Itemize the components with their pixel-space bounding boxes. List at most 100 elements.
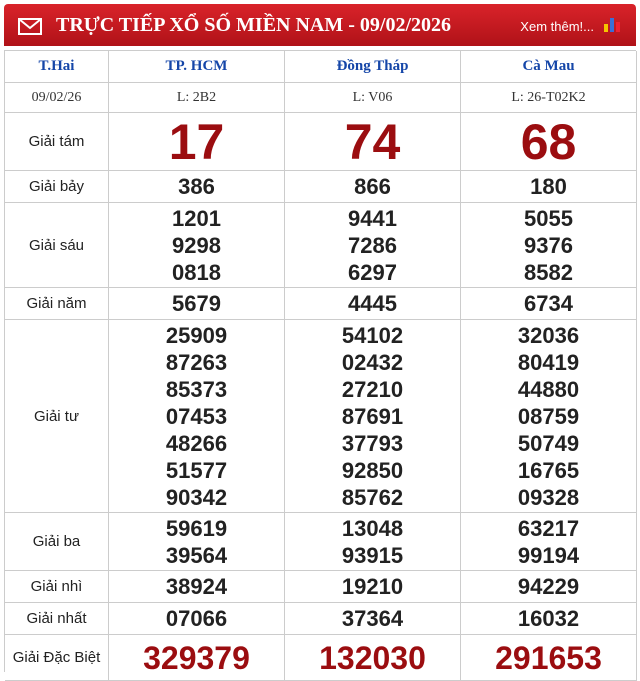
result-number: 180	[530, 174, 567, 199]
prize-name: Giải bảy	[28, 178, 85, 195]
title: TRỰC TIẾP XỔ SỐ MIỀN NAM - 09/02/2026	[56, 14, 452, 36]
result-number: 6297	[348, 259, 397, 285]
prize-name-cell: Giải sáu	[5, 203, 109, 288]
result-number: 32036	[517, 322, 580, 348]
draw-info: L: V06	[352, 89, 393, 105]
result-cell: 9441 7286 6297	[285, 203, 461, 288]
result-cell: 5055 9376 8582	[461, 203, 637, 288]
prize-name-cell: Giải nhì	[5, 571, 109, 603]
mail-icon	[18, 18, 42, 35]
result-number: 37364	[341, 606, 404, 631]
result-number: 27210	[341, 376, 404, 402]
result-number: 6734	[524, 291, 573, 316]
result-number: 9441	[348, 205, 397, 231]
prize-name-cell: Giải nhất	[5, 603, 109, 635]
column-title: Cà Mau	[522, 58, 575, 74]
result-number: 63217	[517, 515, 580, 541]
date-cell: 09/02/26	[5, 83, 109, 113]
date-cell: L: V06	[285, 83, 461, 113]
prize-name: Giải ba	[32, 533, 81, 550]
prize-name: Giải tư	[33, 407, 80, 425]
result-number: 02432	[341, 349, 404, 375]
prize-name: Giải tám	[28, 133, 85, 150]
prize-name: Giải Đặc Biệt	[12, 649, 101, 666]
prize-name: Giải nhì	[30, 578, 83, 595]
prize-name: Giải năm	[26, 295, 87, 312]
result-number: 1201	[172, 205, 221, 231]
result-number: 92850	[341, 457, 404, 483]
results-table: T.Hai TP. HCM Đồng Tháp Cà Mau 09/02/26 L: 2B…	[4, 50, 637, 681]
result-cell: 866	[285, 171, 461, 203]
result-number: 87263	[165, 349, 228, 375]
result-cell: 19210	[285, 571, 461, 603]
date-cell: L: 2B2	[109, 83, 285, 113]
result-cell: 1201 9298 0818	[109, 203, 285, 288]
result-cell: 386	[109, 171, 285, 203]
result-number: 07066	[165, 606, 228, 631]
result-number: 80419	[517, 349, 580, 375]
prize-name: Giải sáu	[28, 236, 85, 254]
result-number: 8582	[524, 259, 573, 285]
more-link[interactable]: Xem thêm!...	[520, 19, 594, 34]
result-number: 329379	[143, 639, 250, 676]
chart-icon	[604, 18, 620, 32]
result-number: 07453	[165, 403, 228, 429]
prize-name-cell: Giải năm	[5, 288, 109, 320]
column-header: Đồng Tháp	[285, 51, 461, 83]
result-number: 90342	[165, 484, 228, 510]
result-number: 09328	[517, 484, 580, 510]
result-cell: 94229	[461, 571, 637, 603]
prize-name-cell: Giải tư	[5, 320, 109, 513]
result-cell: 329379	[109, 635, 285, 681]
result-number: 19210	[341, 574, 404, 599]
prize-name-cell: Giải tám	[5, 113, 109, 171]
result-number: 9298	[172, 232, 221, 258]
prize-name-cell: Giải ba	[5, 513, 109, 571]
result-cell: 17	[109, 113, 285, 171]
result-cell: 68	[461, 113, 637, 171]
result-number: 37793	[341, 430, 404, 456]
draw-info: L: 26-T02K2	[511, 89, 586, 105]
result-number: 17	[168, 113, 225, 170]
result-cell: 5679	[109, 288, 285, 320]
result-cell: 6734	[461, 288, 637, 320]
result-number: 132030	[319, 639, 426, 676]
result-cell: 59619 39564	[109, 513, 285, 571]
result-cell: 07066	[109, 603, 285, 635]
result-cell: 32036 80419 44880 08759 50749 16765 09328	[461, 320, 637, 513]
result-cell: 25909 87263 85373 07453 48266 51577 90342	[109, 320, 285, 513]
result-number: 9376	[524, 232, 573, 258]
result-number: 16765	[517, 457, 580, 483]
result-number: 7286	[348, 232, 397, 258]
column-header: TP. HCM	[109, 51, 285, 83]
result-number: 85373	[165, 376, 228, 402]
result-number: 4445	[348, 291, 397, 316]
result-cell: 16032	[461, 603, 637, 635]
result-number: 291653	[495, 639, 602, 676]
result-number: 386	[178, 174, 215, 199]
result-number: 50749	[517, 430, 580, 456]
prize-name: Giải nhất	[26, 610, 87, 627]
column-header: Cà Mau	[461, 51, 637, 83]
result-cell: 63217 99194	[461, 513, 637, 571]
result-number: 85762	[341, 484, 404, 510]
result-number: 866	[354, 174, 391, 199]
result-number: 39564	[165, 542, 228, 568]
result-cell: 291653	[461, 635, 637, 681]
result-number: 38924	[165, 574, 228, 599]
draw-info: L: 2B2	[176, 89, 217, 105]
result-cell: 132030	[285, 635, 461, 681]
result-number: 68	[520, 113, 577, 170]
result-number: 13048	[341, 515, 404, 541]
result-cell: 38924	[109, 571, 285, 603]
result-number: 87691	[341, 403, 404, 429]
result-number: 99194	[517, 542, 580, 568]
result-number: 5679	[172, 291, 221, 316]
column-title: TP. HCM	[165, 58, 228, 74]
prize-name-cell: Giải Đặc Biệt	[5, 635, 109, 681]
result-cell: 74	[285, 113, 461, 171]
column-title: T.Hai	[38, 58, 75, 74]
result-number: 59619	[165, 515, 228, 541]
header-bar: TRỰC TIẾP XỔ SỐ MIỀN NAM - 09/02/2026 Xe…	[4, 4, 636, 46]
result-cell: 37364	[285, 603, 461, 635]
